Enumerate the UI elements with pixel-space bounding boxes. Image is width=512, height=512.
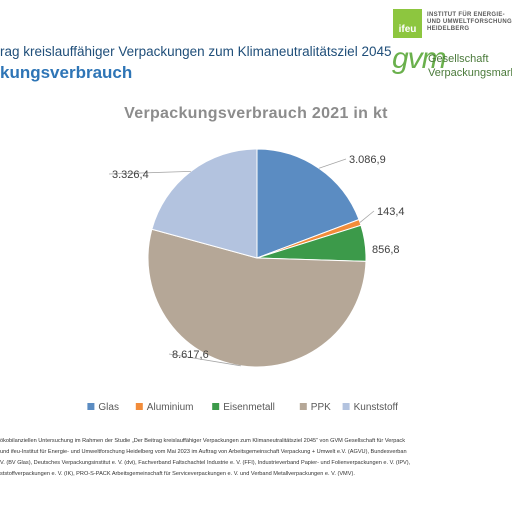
gvm-logo-line: Gesellschaft xyxy=(428,53,489,65)
ifeu-logo-line: HEIDELBERG xyxy=(427,26,470,32)
legend-label-kunststoff: Kunststoff xyxy=(354,402,399,413)
data-label-kunststoff: 3.326,4 xyxy=(112,169,149,181)
chart-title: Verpackungsverbrauch 2021 in kt xyxy=(124,105,388,122)
ifeu-logo-text: INSTITUT FÜR ENERGIE- UND UMWELTFORSCHUN… xyxy=(427,12,512,33)
leader-line-ppk xyxy=(168,353,241,367)
leader-line-kunststoff xyxy=(108,171,191,175)
slide-title: rag kreislauffähiger Verpackungen zum Kl… xyxy=(0,44,392,59)
gvm-logo-line: Verpackungsmarkt xyxy=(428,67,512,79)
pie-chart: 3.086,9 143,4 856,8 8.617,6 3.326,4 Glas Alumi… xyxy=(87,148,405,413)
ifeu-logo: ifeu xyxy=(393,9,422,38)
legend-label-aluminium: Aluminium xyxy=(147,402,194,413)
leader-line-aluminium xyxy=(359,210,375,223)
footer-line: ststoffverpackungen e. V. (IK), PRO-S-PA… xyxy=(0,471,355,477)
pie-slice-kunststoff xyxy=(151,148,258,259)
footer-line: und ifeu-Institut für Energie- und Umwel… xyxy=(0,449,407,455)
footer-line: ökobilanziellen Untersuchung im Rahmen d… xyxy=(0,438,406,444)
legend-label-glas: Glas xyxy=(98,402,119,413)
slide-subtitle: kungsverbrauch xyxy=(0,63,133,82)
ifeu-logo-line: INSTITUT FÜR ENERGIE- xyxy=(427,12,505,18)
pie-slice-ppk xyxy=(147,228,367,368)
legend-label-eisenmetall: Eisenmetall xyxy=(223,402,275,413)
legend-swatch-aluminium xyxy=(135,403,143,410)
data-label-ppk: 8.617,6 xyxy=(172,349,209,361)
footer-line: V. (BV Glas), Deutsches Verpackungsinsti… xyxy=(0,460,411,466)
data-label-glas: 3.086,9 xyxy=(349,154,386,166)
data-label-aluminium: 143,4 xyxy=(377,206,405,218)
leader-line-glas xyxy=(318,158,347,169)
gvm-logo-text: Gesellschaft Verpackungsmarkt xyxy=(428,52,512,80)
pie-slice-glas xyxy=(256,148,360,259)
footer-source-note: ökobilanziellen Untersuchung im Rahmen d… xyxy=(0,436,512,480)
legend-swatch-kunststoff xyxy=(342,403,350,410)
data-label-eisenmetall: 856,8 xyxy=(372,244,400,256)
ifeu-logo-line: UND UMWELTFORSCHUNG xyxy=(427,19,512,25)
legend-label-ppk: PPK xyxy=(311,402,331,413)
gvm-logo: gvm xyxy=(392,42,447,75)
legend-swatch-eisenmetall xyxy=(212,403,220,410)
legend-swatch-ppk xyxy=(299,403,307,410)
legend-swatch-glas xyxy=(87,403,95,410)
